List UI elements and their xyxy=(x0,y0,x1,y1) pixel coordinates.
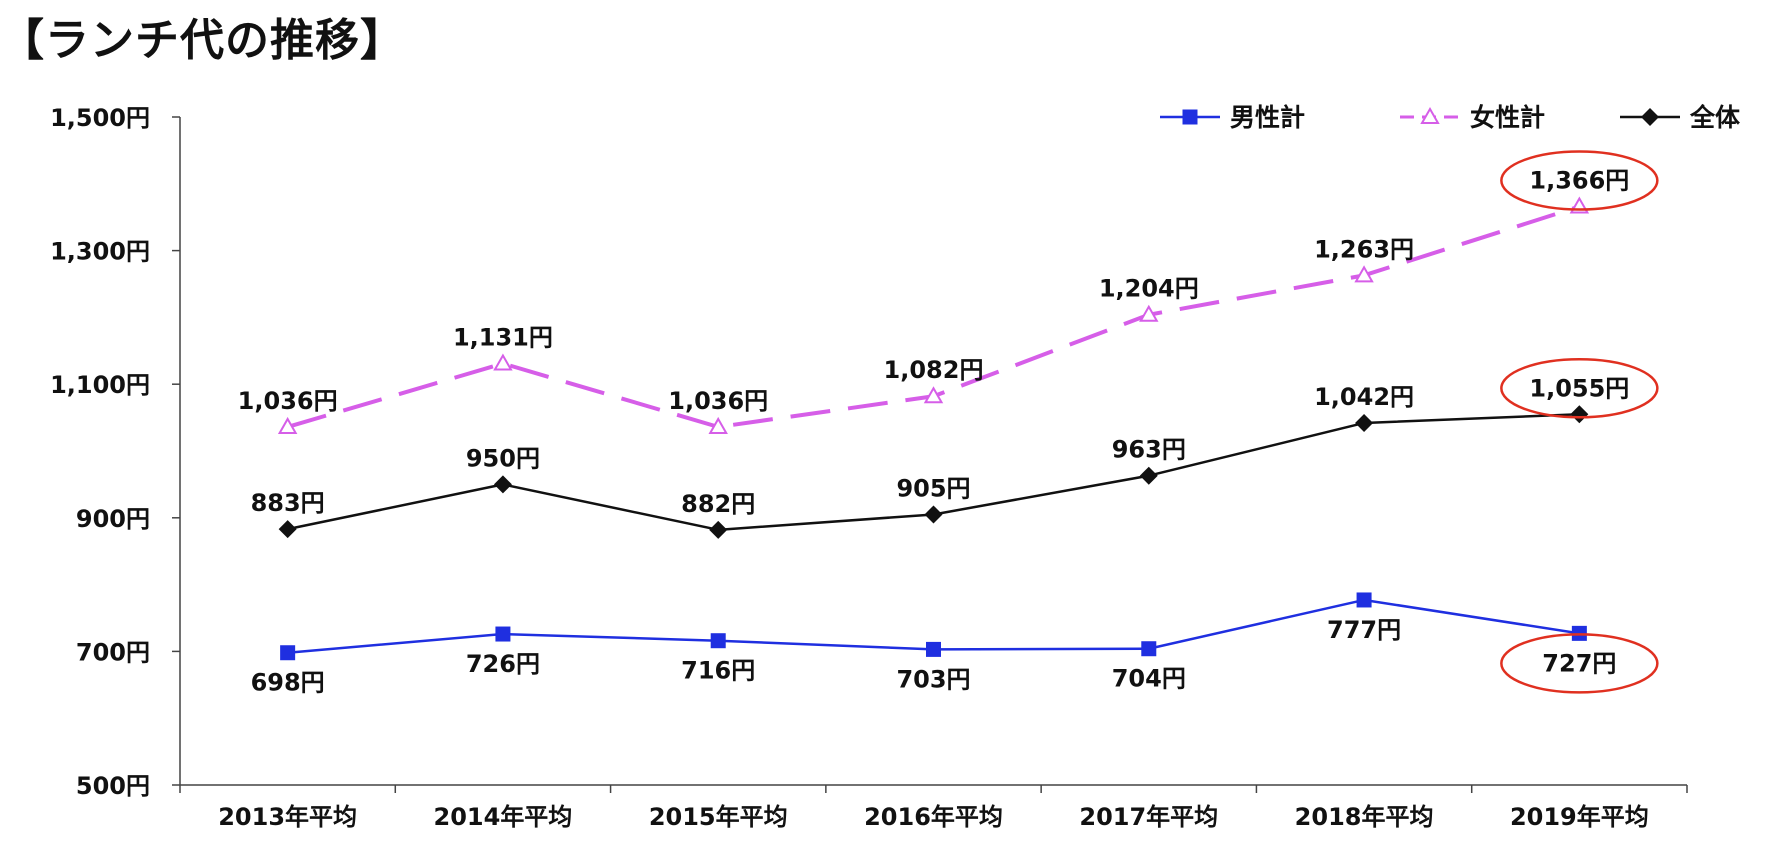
legend-marker xyxy=(1182,109,1198,125)
highlight-ellipse xyxy=(1500,358,1659,419)
data-point xyxy=(1356,592,1372,608)
data-point xyxy=(708,416,728,434)
data-label: 1,042円 xyxy=(1314,383,1414,411)
legend-marker xyxy=(1420,106,1440,124)
data-point xyxy=(493,353,513,371)
data-label: 704円 xyxy=(1112,665,1186,693)
series-lines xyxy=(287,204,1580,654)
data-label: 905円 xyxy=(896,474,970,502)
series-markers xyxy=(277,196,1590,661)
data-point xyxy=(1570,405,1589,424)
data-label: 727円 xyxy=(1542,649,1616,677)
data-point xyxy=(1354,265,1374,283)
data-labels: 698円 726円 716円 703円 704円 777円 727円 1,036円 1,131円… xyxy=(238,167,1630,697)
data-point xyxy=(709,520,728,539)
data-label: 1,366円 xyxy=(1529,167,1629,195)
data-label: 698円 xyxy=(251,669,325,697)
data-label: 703円 xyxy=(896,665,970,693)
data-point xyxy=(710,633,726,649)
data-point xyxy=(1139,466,1158,485)
x-tick-label: 2014年平均 xyxy=(434,803,573,831)
data-label: 1,036円 xyxy=(238,387,338,415)
data-label: 883円 xyxy=(251,489,325,517)
y-tick-label: 1,500円 xyxy=(50,104,150,132)
legend-marker xyxy=(1641,108,1659,126)
data-label: 1,082円 xyxy=(884,356,984,384)
data-point xyxy=(1141,641,1157,657)
data-point xyxy=(493,475,512,494)
y-tick-label: 900円 xyxy=(76,505,150,533)
legend-label: 全体 xyxy=(1689,103,1741,132)
data-label: 1,036円 xyxy=(668,387,768,415)
y-tick-label: 1,300円 xyxy=(50,238,150,266)
highlight-ellipse xyxy=(1500,633,1659,694)
data-label: 963円 xyxy=(1112,436,1186,464)
data-label: 1,055円 xyxy=(1529,374,1629,402)
legend-label: 女性計 xyxy=(1470,103,1545,132)
x-tick-label: 2017年平均 xyxy=(1079,803,1218,831)
data-point xyxy=(280,645,296,661)
data-label: 1,204円 xyxy=(1099,275,1199,303)
data-point xyxy=(1139,304,1159,322)
y-tick-label: 1,100円 xyxy=(50,371,150,399)
data-point xyxy=(924,505,943,524)
data-point xyxy=(278,520,297,539)
data-label: 716円 xyxy=(681,657,755,685)
legend: 男性計 女性計 全体 xyxy=(1160,103,1741,132)
highlight-ellipse xyxy=(1500,150,1659,211)
data-point xyxy=(1355,413,1374,432)
data-label: 1,263円 xyxy=(1314,235,1414,263)
x-tick-label: 2018年平均 xyxy=(1295,803,1434,831)
x-tick-label: 2013年平均 xyxy=(218,803,357,831)
y-tick-label: 500円 xyxy=(76,772,150,800)
data-label: 882円 xyxy=(681,490,755,518)
y-tick-label: 700円 xyxy=(76,638,150,666)
data-point xyxy=(926,641,941,657)
x-tick-label: 2019年平均 xyxy=(1510,803,1649,831)
highlights xyxy=(1500,150,1659,694)
data-label: 726円 xyxy=(466,650,540,678)
chart-title: 【ランチ代の推移】 xyxy=(0,15,405,66)
data-point xyxy=(277,416,298,434)
x-tick-label: 2016年平均 xyxy=(864,803,1003,831)
data-label: 950円 xyxy=(466,444,540,472)
legend-label: 男性計 xyxy=(1230,103,1305,132)
data-point xyxy=(495,626,511,642)
x-tick-label: 2015年平均 xyxy=(649,803,788,831)
axes: 500円 700円 900円 1,100円 1,300円 1,500円 2013年平均 201… xyxy=(50,104,1688,831)
data-label: 1,131円 xyxy=(453,323,553,351)
data-point xyxy=(923,386,944,404)
data-label: 777円 xyxy=(1327,616,1401,644)
